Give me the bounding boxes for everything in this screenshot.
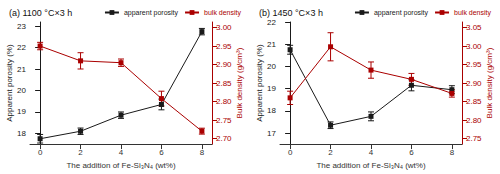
svg-text:23: 23 xyxy=(17,22,26,31)
svg-text:22: 22 xyxy=(267,18,276,27)
svg-text:19: 19 xyxy=(17,107,26,116)
svg-text:The addition of Fe-Si₃N₄ (wt%): The addition of Fe-Si₃N₄ (wt%) xyxy=(66,161,176,170)
svg-text:3.00: 3.00 xyxy=(216,23,232,32)
svg-text:8: 8 xyxy=(200,148,205,157)
svg-text:17: 17 xyxy=(267,129,276,138)
svg-text:2.90: 2.90 xyxy=(216,60,232,69)
svg-text:(a) 1100 °C×3 h: (a) 1100 °C×3 h xyxy=(9,8,72,18)
svg-text:4: 4 xyxy=(119,148,124,157)
svg-text:20: 20 xyxy=(267,62,276,71)
svg-text:3.05: 3.05 xyxy=(466,23,482,32)
svg-text:2.85: 2.85 xyxy=(466,97,482,106)
svg-text:22: 22 xyxy=(17,43,26,52)
svg-text:(b) 1450 °C×3 h: (b) 1450 °C×3 h xyxy=(259,8,323,18)
svg-text:2.75: 2.75 xyxy=(216,116,232,125)
svg-text:2.95: 2.95 xyxy=(216,42,232,51)
svg-text:The addition of Fe-Si₃N₄ (wt%): The addition of Fe-Si₃N₄ (wt%) xyxy=(316,161,426,170)
svg-text:bulk density: bulk density xyxy=(204,9,241,17)
svg-text:8: 8 xyxy=(450,148,455,157)
svg-text:0: 0 xyxy=(38,148,43,157)
svg-text:20: 20 xyxy=(17,86,26,95)
svg-text:6: 6 xyxy=(409,148,414,157)
svg-text:0: 0 xyxy=(288,148,293,157)
svg-text:Apparent porosity (%): Apparent porosity (%) xyxy=(5,44,14,122)
svg-text:6: 6 xyxy=(159,148,164,157)
svg-text:4: 4 xyxy=(369,148,374,157)
svg-text:Bulk density (g/cm³): Bulk density (g/cm³) xyxy=(235,47,244,118)
svg-text:3.00: 3.00 xyxy=(466,42,482,51)
svg-text:2.90: 2.90 xyxy=(466,79,482,88)
svg-text:19: 19 xyxy=(267,84,276,93)
svg-text:2.80: 2.80 xyxy=(216,97,232,106)
svg-text:2.85: 2.85 xyxy=(216,79,232,88)
svg-text:bulk density: bulk density xyxy=(454,9,491,17)
svg-text:apparent porosity: apparent porosity xyxy=(374,9,429,17)
svg-text:2.80: 2.80 xyxy=(466,116,482,125)
svg-text:2: 2 xyxy=(78,148,83,157)
svg-text:Bulk density (g/cm³): Bulk density (g/cm³) xyxy=(485,47,494,118)
svg-text:21: 21 xyxy=(267,40,276,49)
svg-text:21: 21 xyxy=(17,65,26,74)
svg-text:2: 2 xyxy=(328,148,333,157)
svg-text:2.70: 2.70 xyxy=(216,134,232,143)
svg-text:18: 18 xyxy=(267,106,276,115)
svg-text:apparent porosity: apparent porosity xyxy=(124,9,179,17)
svg-text:2.95: 2.95 xyxy=(466,60,482,69)
svg-text:2.75: 2.75 xyxy=(466,134,482,143)
svg-text:Apparent porosity (%): Apparent porosity (%) xyxy=(255,44,264,122)
svg-text:18: 18 xyxy=(17,129,26,138)
